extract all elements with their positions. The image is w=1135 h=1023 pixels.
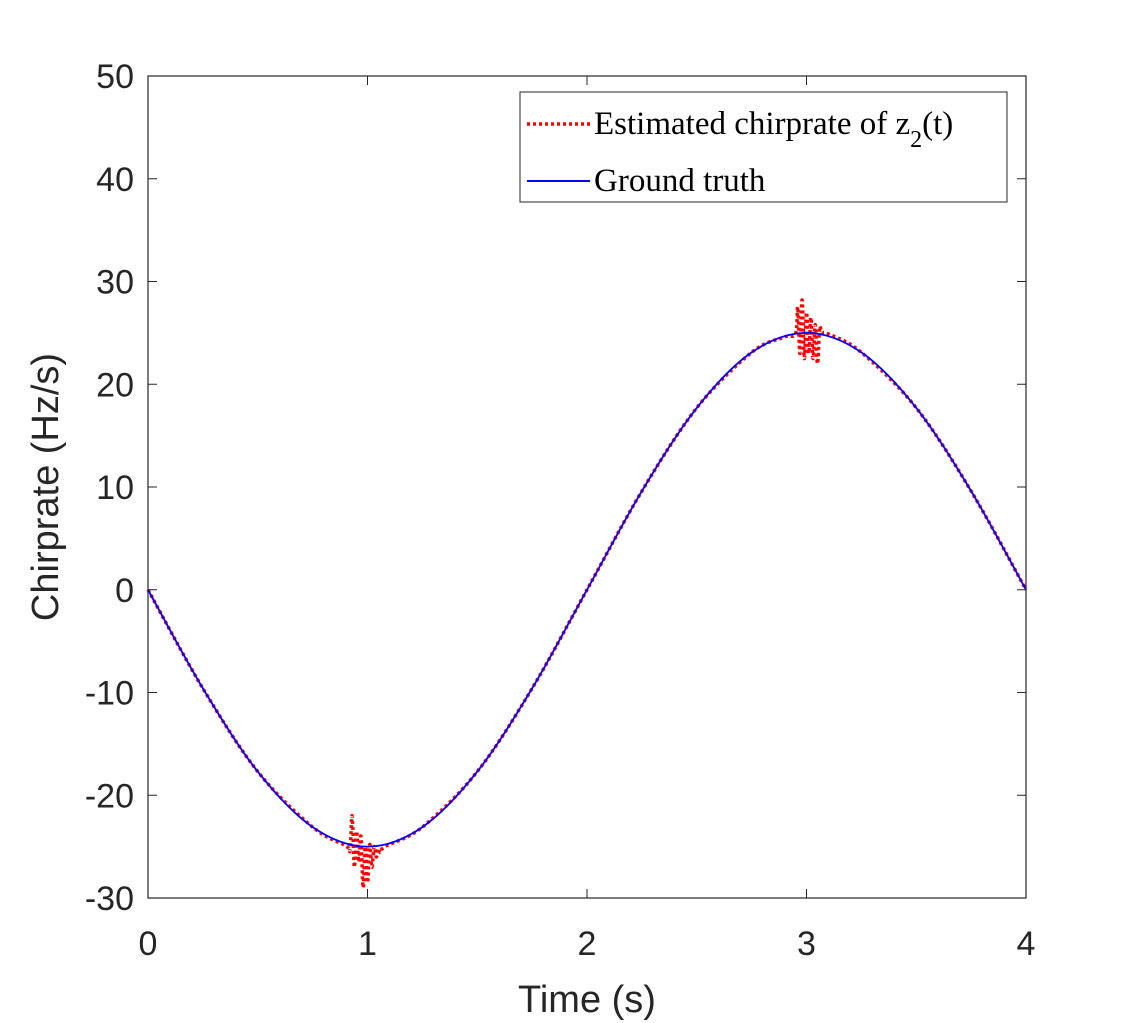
plot-area [148,76,1026,898]
series-layer [146,298,1028,890]
y-tick-label: -20 [85,777,134,815]
x-tick-label: 2 [578,925,597,963]
x-tick-label: 0 [139,925,158,963]
legend-estimated-prefix: Estimated chirprate of z [594,106,910,142]
legend-box [519,91,1008,203]
y-tick-label: -30 [85,880,134,918]
y-tick-label: 20 [96,366,134,404]
y-tick-label: 40 [96,161,134,199]
x-tick-label: 4 [1017,925,1036,963]
y-tick-label: 10 [96,469,134,507]
x-axis-label: Time (s) [518,979,656,1021]
y-axis-label: Chirprate (Hz/s) [25,353,67,621]
series-line-ground-truth [147,331,1027,848]
series-line-estimated [146,298,1028,890]
tick-layer: 0 1 2 3 4 -30 -20 -10 0 10 20 30 40 50 [85,58,1036,963]
y-tick-label: 50 [96,58,134,96]
y-tick-label: 30 [96,264,134,302]
x-tick-label: 3 [797,925,816,963]
y-tick-label: -10 [85,675,134,713]
x-tick-label: 1 [358,925,377,963]
axes-background [148,76,1026,898]
legend: Estimated chirprate of z2(t) Ground trut… [519,91,1008,203]
legend-ground-truth-label: Ground truth [594,163,766,199]
legend-estimated-label: Estimated chirprate of z2(t) [594,106,953,153]
legend-estimated-subscript: 2 [910,127,922,153]
y-tick-label: 0 [115,572,134,610]
legend-estimated-suffix: (t) [922,106,953,142]
